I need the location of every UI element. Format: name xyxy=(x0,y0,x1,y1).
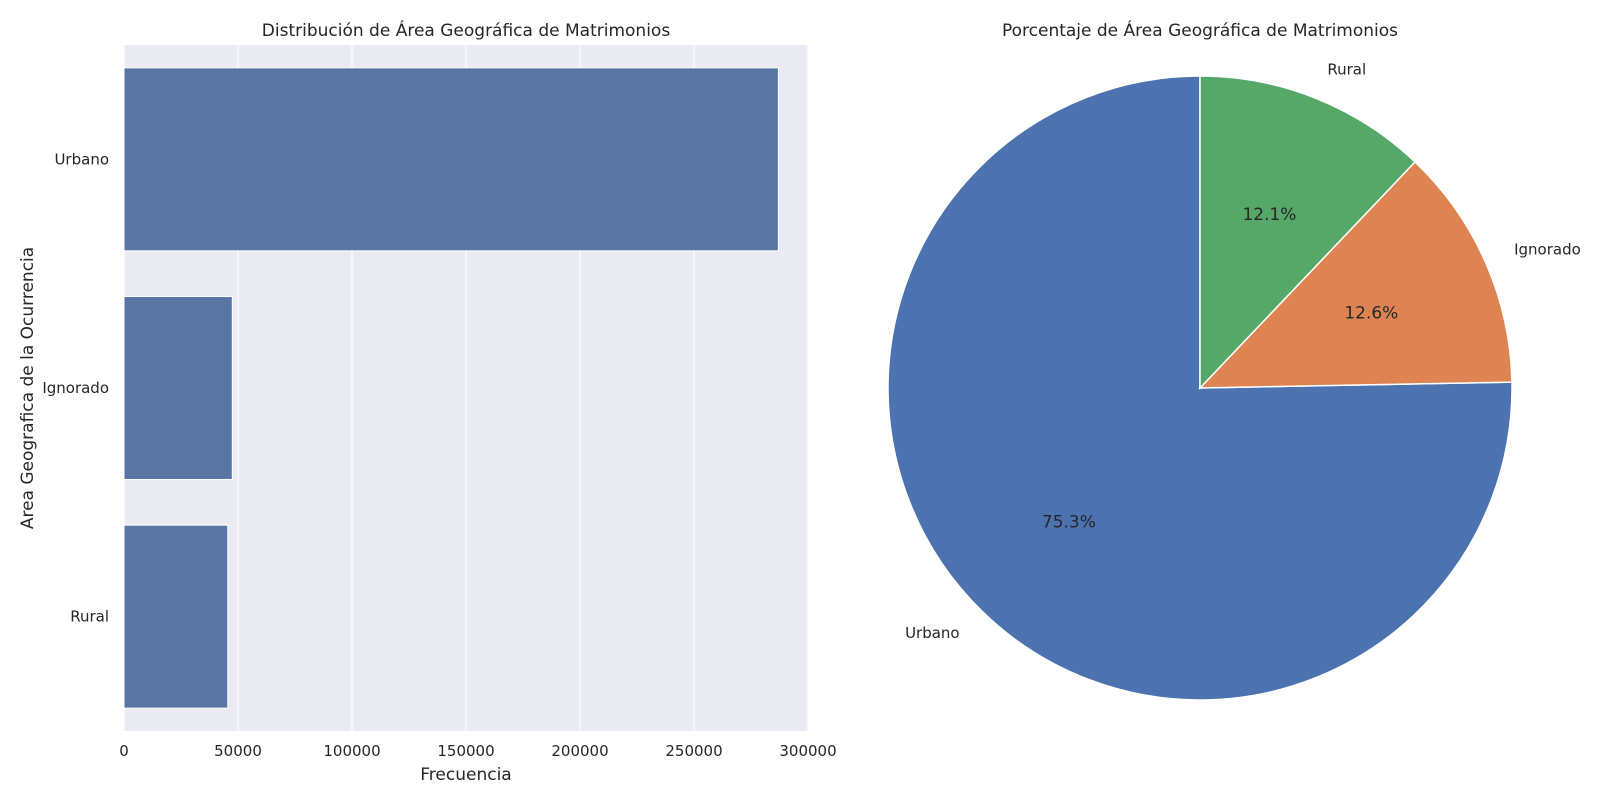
bar-x-tick-label: 0 xyxy=(119,742,129,760)
pie-chart-title: Porcentaje de Área Geográfica de Matrimo… xyxy=(1002,19,1398,41)
bar-chart-title: Distribución de Área Geográfica de Matri… xyxy=(262,19,671,41)
bar-x-tick-label: 150000 xyxy=(437,742,494,760)
bar-x-tick-label: 300000 xyxy=(779,742,836,760)
pie-slice-ignorado xyxy=(1198,160,1513,389)
bar-chart: 0 50000 100000 150000 200000 250000 300000 Urb… xyxy=(18,19,837,785)
bar-x-tick-label: 100000 xyxy=(323,742,380,760)
pie-label-ignorado: Ignorado xyxy=(1514,241,1581,259)
pie-pct-ignorado: 12.6% xyxy=(1344,304,1398,324)
bar-x-tick-label: 200000 xyxy=(551,742,608,760)
bar-x-tick-label: 50000 xyxy=(214,742,262,760)
pie-slice-urbano xyxy=(887,75,1513,701)
bar-urbano xyxy=(123,67,779,252)
pie-slice-rural xyxy=(1199,75,1417,390)
pie-pct-urbano: 75.3% xyxy=(1042,513,1096,533)
bar-x-ticks: 0 50000 100000 150000 200000 250000 300000 xyxy=(119,742,836,760)
pie-label-rural: Rural xyxy=(1327,60,1366,78)
pie-labels: Urbano 75.3% Ignorado 12.6% Rural 12.1% xyxy=(905,60,1581,642)
bar-y-ticks: Urbano Ignorado Rural xyxy=(42,150,109,625)
bar-y-tick-label: Rural xyxy=(70,608,109,626)
pie-slices xyxy=(887,75,1513,701)
bar-x-tick-label: 250000 xyxy=(665,742,722,760)
bar-x-axis-label: Frecuencia xyxy=(420,765,511,785)
bar-y-tick-label: Ignorado xyxy=(42,379,109,397)
bar-y-tick-label: Urbano xyxy=(54,150,109,168)
bar-ignorado xyxy=(123,296,233,480)
bar-y-axis-label: Area Geografica de la Ocurrencia xyxy=(18,247,38,529)
pie-chart: Porcentaje de Área Geográfica de Matrimo… xyxy=(887,19,1581,701)
pie-label-urbano: Urbano xyxy=(905,624,960,642)
pie-pct-rural: 12.1% xyxy=(1242,205,1296,225)
bar-series xyxy=(123,67,779,709)
bar-rural xyxy=(123,524,229,709)
